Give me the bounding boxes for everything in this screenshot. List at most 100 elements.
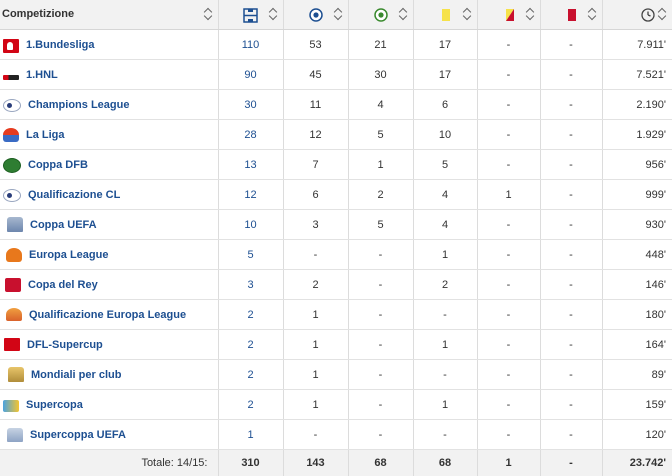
goals-value: - — [283, 240, 348, 270]
appearances-link[interactable]: 5 — [218, 240, 283, 270]
second-yellow-value: - — [477, 240, 540, 270]
table-row: 1.HNL 90 45 30 17 - - 7.521' — [0, 60, 672, 90]
table-row: Mondiali per club 2 1 - - - - 89' — [0, 360, 672, 390]
table-row: DFL-Supercup 2 1 - 1 - - 164' — [0, 330, 672, 360]
table-row: Coppa UEFA 10 3 5 4 - - 930' — [0, 210, 672, 240]
second-yellow-value: - — [477, 210, 540, 240]
red-cards-value: - — [540, 390, 602, 420]
goals-value: 11 — [283, 90, 348, 120]
header-appearances[interactable] — [218, 0, 283, 30]
competition-link[interactable]: Qualificazione CL — [28, 189, 120, 201]
minutes-value: 2.190' — [602, 90, 672, 120]
goals-value: 45 — [283, 60, 348, 90]
header-goals[interactable] — [283, 0, 348, 30]
goals-value: 1 — [283, 390, 348, 420]
sort-icon[interactable] — [526, 7, 536, 21]
assists-value: - — [348, 330, 413, 360]
appearances-link[interactable]: 28 — [218, 120, 283, 150]
competition-link[interactable]: Coppa UEFA — [30, 219, 97, 231]
champions-league-logo — [3, 99, 21, 112]
yellow-cards-value: 17 — [413, 60, 477, 90]
appearances-link[interactable]: 1 — [218, 420, 283, 450]
goals-value: 1 — [283, 300, 348, 330]
header-yellow-cards[interactable] — [413, 0, 477, 30]
yellow-cards-value: 4 — [413, 180, 477, 210]
assists-value: - — [348, 420, 413, 450]
competition-link[interactable]: 1.Bundesliga — [26, 39, 94, 51]
competition-link[interactable]: Supercoppa UEFA — [30, 429, 126, 441]
second-yellow-value: - — [477, 120, 540, 150]
second-yellow-value: - — [477, 270, 540, 300]
appearances-link[interactable]: 3 — [218, 270, 283, 300]
second-yellow-value: - — [477, 90, 540, 120]
minutes-value: 180' — [602, 300, 672, 330]
competition-link[interactable]: DFL-Supercup — [27, 339, 103, 351]
minutes-value: 146' — [602, 270, 672, 300]
minutes-value: 448' — [602, 240, 672, 270]
competition-link[interactable]: Copa del Rey — [28, 279, 98, 291]
red-cards-value: - — [540, 60, 602, 90]
yellow-cards-value: 10 — [413, 120, 477, 150]
appearances-link[interactable]: 2 — [218, 390, 283, 420]
goals-value: 3 — [283, 210, 348, 240]
competition-link[interactable]: Mondiali per club — [31, 369, 121, 381]
total-goals: 143 — [283, 450, 348, 476]
minutes-value: 956' — [602, 150, 672, 180]
goals-value: 53 — [283, 30, 348, 60]
appearances-link[interactable]: 2 — [218, 330, 283, 360]
appearances-link[interactable]: 2 — [218, 360, 283, 390]
sort-icon[interactable] — [463, 7, 473, 21]
appearances-link[interactable]: 2 — [218, 300, 283, 330]
sort-icon[interactable] — [658, 7, 668, 21]
sort-icon[interactable] — [269, 7, 279, 21]
appearances-link[interactable]: 110 — [218, 30, 283, 60]
sort-icon[interactable] — [588, 7, 598, 21]
red-cards-value: - — [540, 90, 602, 120]
sort-icon[interactable] — [399, 7, 409, 21]
assists-value: 2 — [348, 180, 413, 210]
header-red-cards[interactable] — [540, 0, 602, 30]
minutes-value: 120' — [602, 420, 672, 450]
competition-link[interactable]: Champions League — [28, 99, 129, 111]
competition-link[interactable]: La Liga — [26, 129, 65, 141]
assists-value: - — [348, 360, 413, 390]
total-yellow-cards: 68 — [413, 450, 477, 476]
competition-link[interactable]: 1.HNL — [26, 69, 58, 81]
header-second-yellow-cards[interactable] — [477, 0, 540, 30]
competition-link[interactable]: Supercopa — [26, 399, 83, 411]
sort-icon[interactable] — [204, 7, 214, 21]
sort-icon[interactable] — [334, 7, 344, 21]
header-minutes[interactable] — [602, 0, 672, 30]
minutes-value: 930' — [602, 210, 672, 240]
goals-value: 1 — [283, 360, 348, 390]
second-yellow-value: 1 — [477, 180, 540, 210]
table-row: Qualificazione Europa League 2 1 - - - -… — [0, 300, 672, 330]
goals-value: 7 — [283, 150, 348, 180]
appearances-link[interactable]: 90 — [218, 60, 283, 90]
competition-link[interactable]: Qualificazione Europa League — [29, 309, 186, 321]
assists-value: 21 — [348, 30, 413, 60]
table-row: Supercoppa UEFA 1 - - - - - 120' — [0, 420, 672, 450]
minutes-value: 164' — [602, 330, 672, 360]
appearances-icon — [243, 8, 258, 23]
table-row: Champions League 30 11 4 6 - - 2.190' — [0, 90, 672, 120]
appearances-link[interactable]: 10 — [218, 210, 283, 240]
competition-link[interactable]: Coppa DFB — [28, 159, 88, 171]
yellow-cards-value: 1 — [413, 330, 477, 360]
appearances-link[interactable]: 30 — [218, 90, 283, 120]
goals-value: - — [283, 420, 348, 450]
minutes-value: 159' — [602, 390, 672, 420]
totals-label: Totale: 14/15: — [0, 450, 218, 476]
appearances-link[interactable]: 13 — [218, 150, 283, 180]
assists-value: - — [348, 240, 413, 270]
appearances-link[interactable]: 12 — [218, 180, 283, 210]
header-assists[interactable] — [348, 0, 413, 30]
red-cards-value: - — [540, 330, 602, 360]
europa-league-logo — [6, 248, 22, 262]
red-cards-value: - — [540, 240, 602, 270]
yellow-card-icon — [441, 8, 451, 22]
total-assists: 68 — [348, 450, 413, 476]
header-competition[interactable]: Competizione — [0, 0, 218, 30]
competition-link[interactable]: Europa League — [29, 249, 108, 261]
red-cards-value: - — [540, 270, 602, 300]
